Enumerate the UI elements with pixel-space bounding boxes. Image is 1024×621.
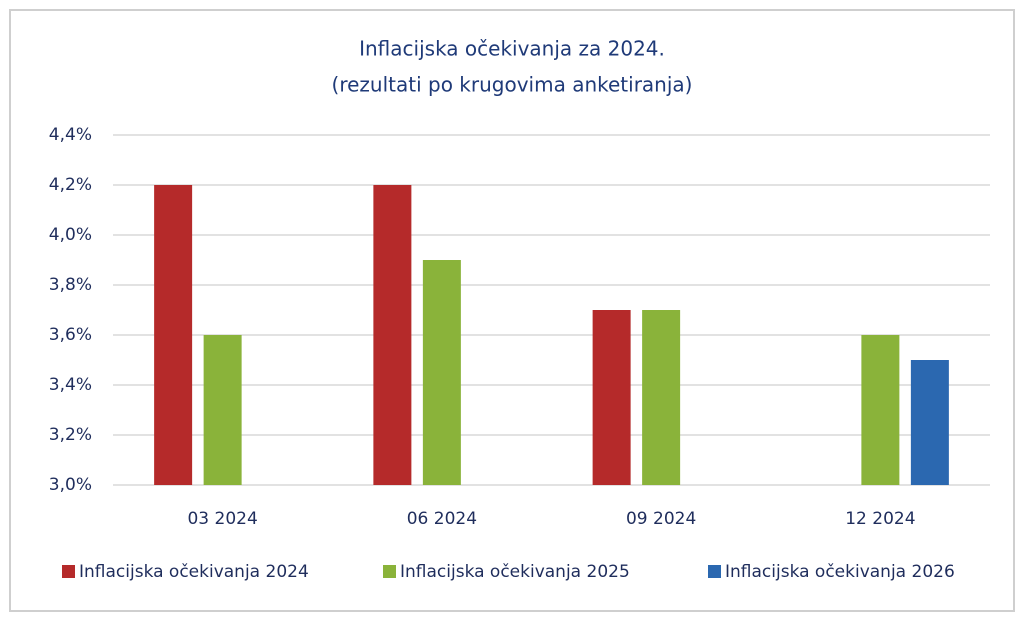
bar xyxy=(910,360,949,485)
bar xyxy=(373,185,412,485)
y-tick-label: 4,4% xyxy=(49,125,92,145)
x-tick-label: 09 2024 xyxy=(626,509,696,529)
x-tick-label: 12 2024 xyxy=(845,509,915,529)
bar xyxy=(592,310,631,485)
legend-swatch xyxy=(62,565,75,578)
legend-swatch xyxy=(708,565,721,578)
bar xyxy=(203,335,242,485)
y-tick-label: 3,8% xyxy=(49,275,92,295)
chart-subtitle: (rezultati po krugovima anketiranja) xyxy=(332,73,693,97)
bar xyxy=(642,310,681,485)
chart-title: Inflacijska očekivanja za 2024. xyxy=(359,37,665,61)
legend-swatch xyxy=(383,565,396,578)
bar xyxy=(154,185,193,485)
y-tick-label: 4,2% xyxy=(49,175,92,195)
y-tick-label: 3,0% xyxy=(49,475,92,495)
x-tick-label: 06 2024 xyxy=(407,509,477,529)
y-tick-label: 3,6% xyxy=(49,325,92,345)
y-tick-label: 3,4% xyxy=(49,375,92,395)
x-tick-label: 03 2024 xyxy=(187,509,257,529)
bar xyxy=(861,335,900,485)
y-tick-label: 3,2% xyxy=(49,425,92,445)
legend-label: Inflacijska očekivanja 2024 xyxy=(79,562,309,582)
bar xyxy=(422,260,461,485)
legend-label: Inflacijska očekivanja 2025 xyxy=(400,562,630,582)
y-tick-label: 4,0% xyxy=(49,225,92,245)
legend-label: Inflacijska očekivanja 2026 xyxy=(725,562,955,582)
